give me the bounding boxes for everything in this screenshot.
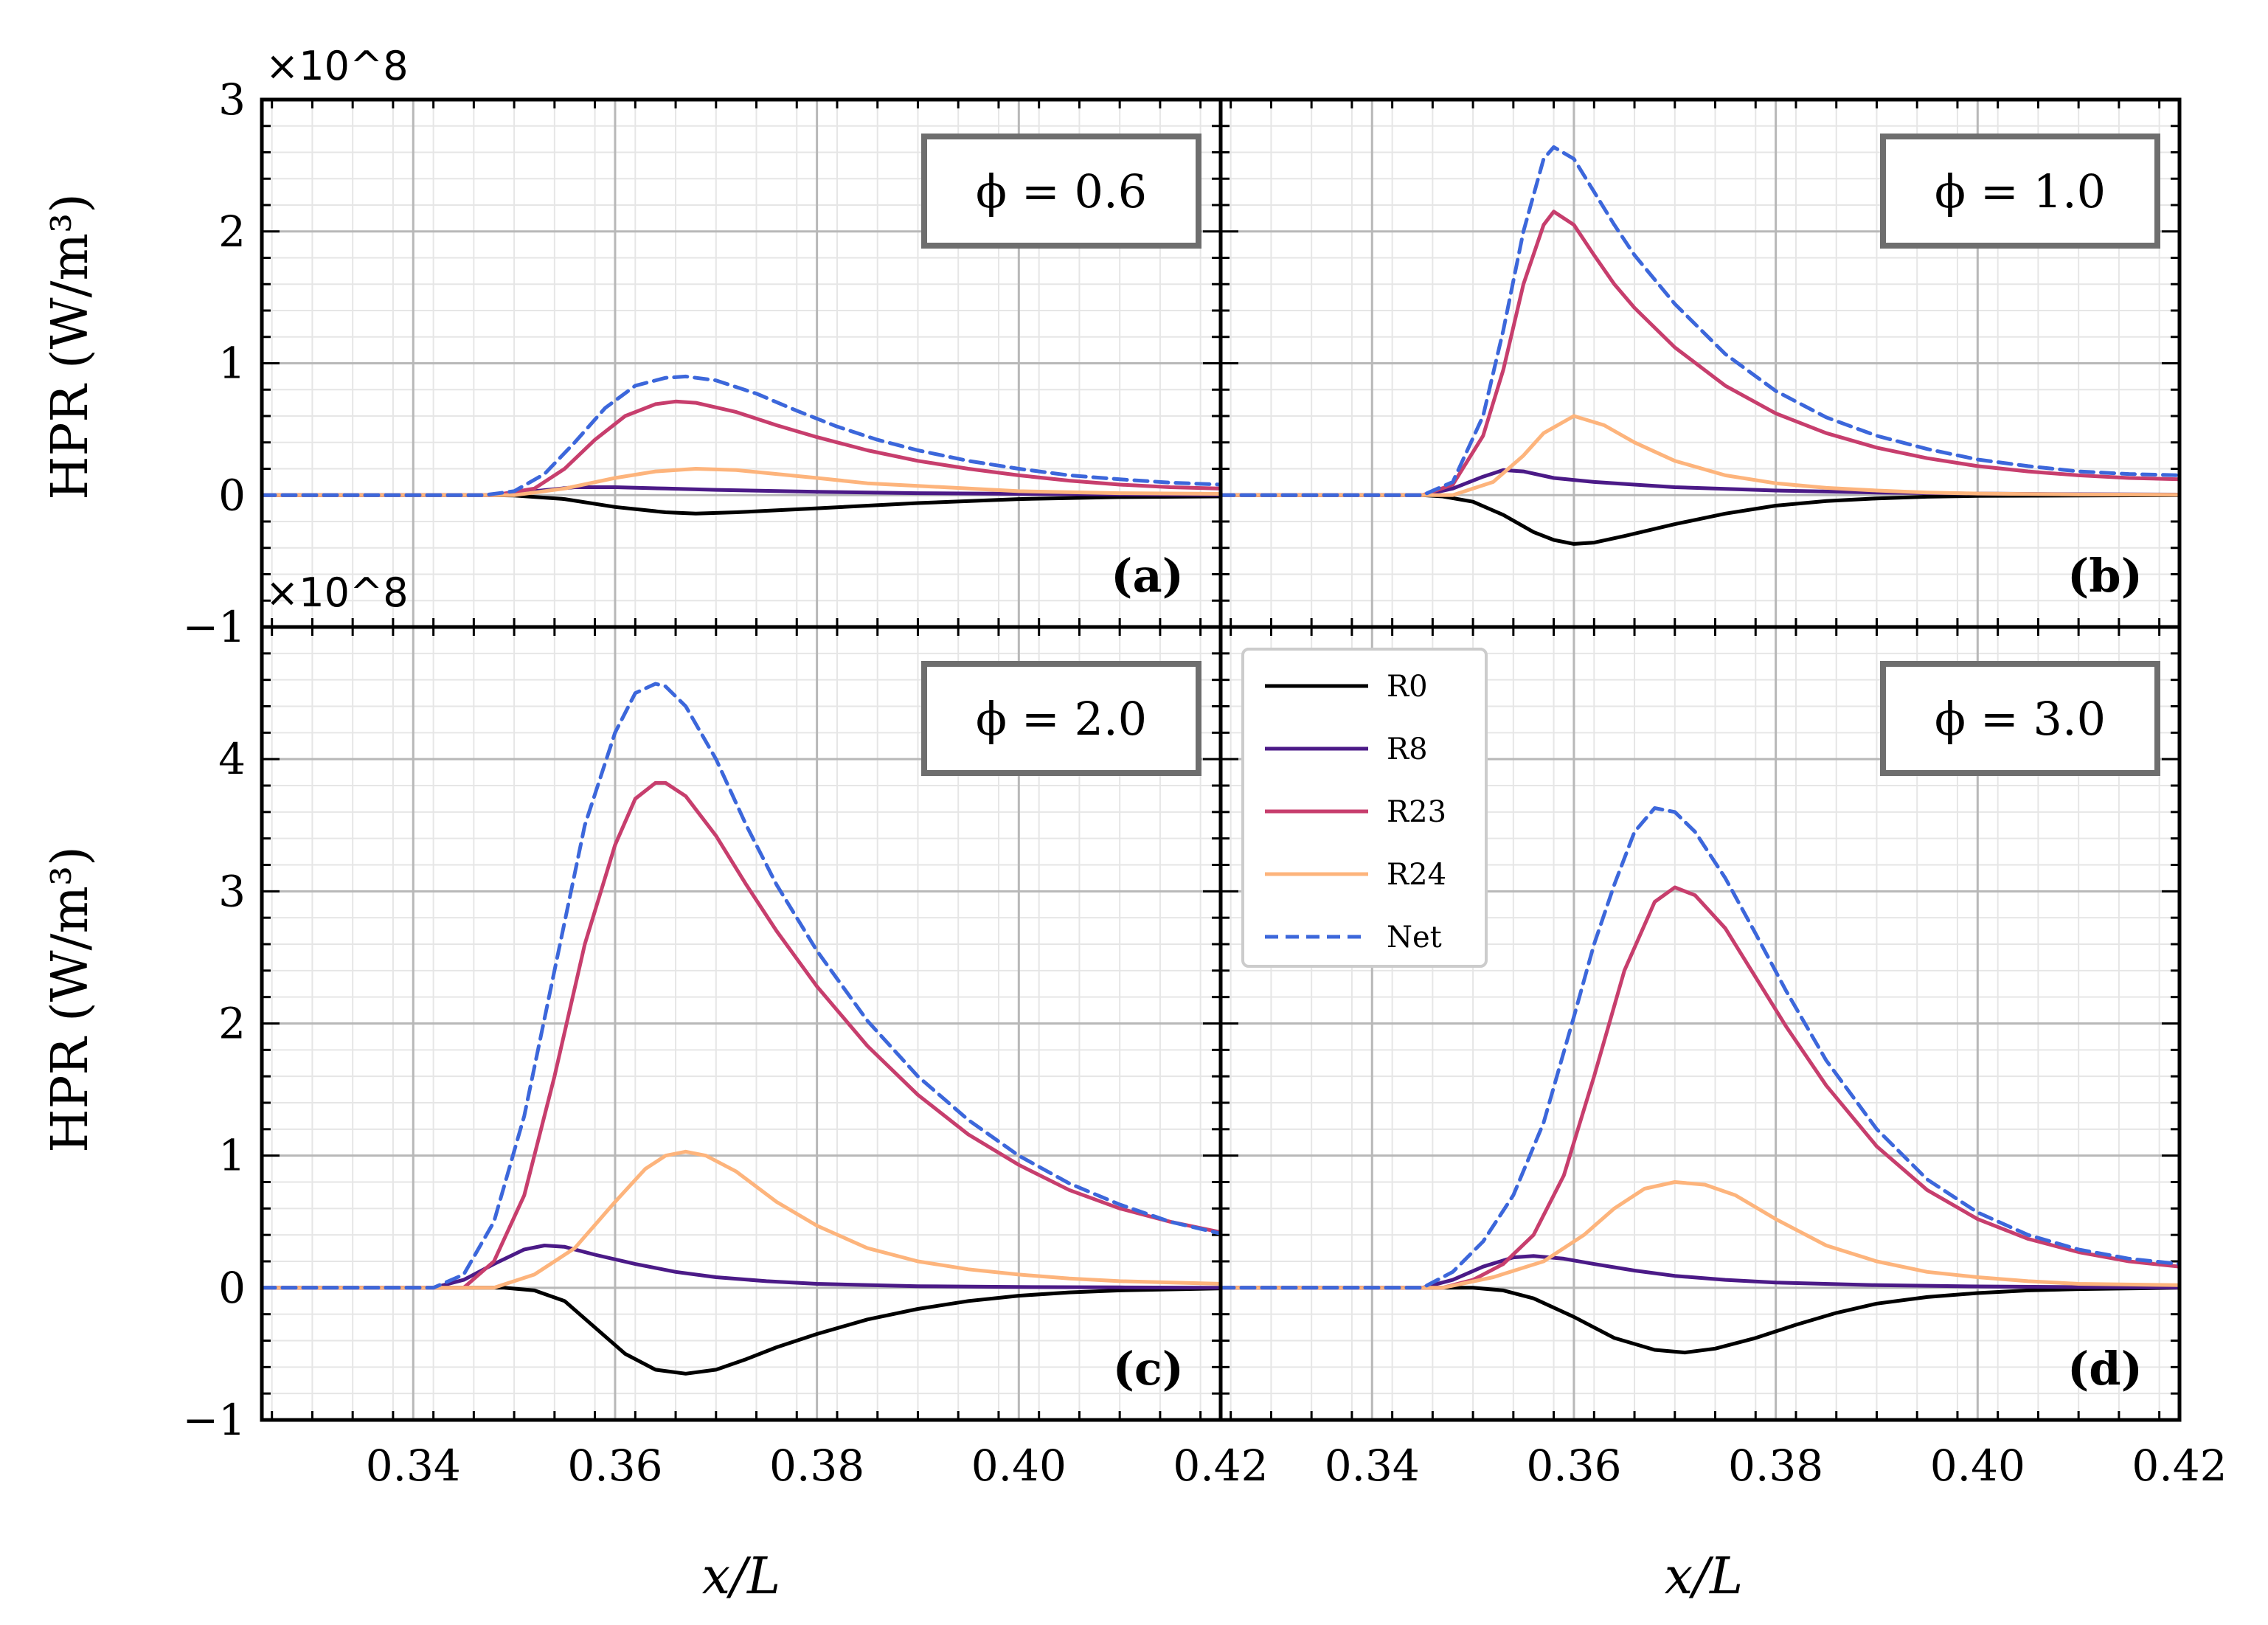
y-tick-label: 4 [218,734,246,784]
panel-label: (b) [2067,549,2143,603]
x-tick-label: 0.36 [1526,1441,1621,1491]
phi-label: ϕ = 3.0 [1935,692,2106,746]
x-tick-label: 0.40 [971,1441,1067,1491]
panel-c: −1 0 1 2 3 4 0.34 0.36 0.38 0.40 0.42 ϕ = 2.0 (c) [183,625,1269,1491]
legend-label-net: Net [1387,921,1442,954]
panel-b: ϕ = 1.0 (b) [1218,97,2182,629]
y-tick-label: 0 [218,1263,246,1313]
x-axis-label-right: x/L [1665,1548,1743,1606]
panel-label: (a) [1111,549,1184,603]
series-r8 [262,1244,1221,1290]
legend-label-r24: R24 [1387,858,1446,892]
phi-box [1880,134,2160,249]
legend-label-r8: R8 [1387,732,1428,766]
panel-label: (d) [2067,1342,2143,1396]
phi-box [921,134,1201,249]
panel-a: −1 0 1 2 3 ϕ = 0.6 (a) [183,75,1223,652]
series-r0 [1221,1286,2179,1355]
x-tick-label: 0.42 [1173,1441,1268,1491]
series-r24 [1221,1180,2179,1290]
legend: R0 R8 R23 R24 Net [1241,648,1488,968]
series-net [262,374,1221,497]
legend-label-r0: R0 [1387,670,1428,704]
x-tick-label: 0.36 [567,1441,662,1491]
y-tick-label: 1 [218,1131,246,1181]
legend-frame [1241,648,1488,968]
y-tick-label: 3 [218,75,246,125]
axes-frame [1218,625,2182,1422]
y-tick-label: 0 [218,470,246,520]
y-tick-label: 2 [218,207,246,257]
x-axis-label-left: x/L [702,1548,780,1606]
phi-label: ϕ = 2.0 [976,692,1147,746]
panel-label: (c) [1113,1342,1184,1396]
y-tick-label: −1 [183,602,246,652]
y-tick-label: 2 [218,999,246,1049]
y-tick-label: 1 [218,339,246,389]
series-net [1221,145,2179,497]
multiplier-bottom: ×10^8 [266,569,409,616]
series-r0 [262,1286,1221,1376]
y-tick-label: 3 [218,866,246,916]
x-tick-label: 0.34 [1325,1441,1420,1491]
series-r24 [262,467,1221,497]
phi-box [921,661,1201,776]
phi-box [1880,661,2160,776]
x-tick-label: 0.42 [2132,1441,2227,1491]
legend-label-r23: R23 [1387,795,1446,829]
series-r23 [1221,209,2179,497]
y-axis-label-bottom: HPR (W/m³) [41,846,100,1152]
series-group [262,374,1221,516]
series-group [262,682,1221,1376]
series-r23 [262,399,1221,497]
series-r23 [1221,885,2179,1290]
series-r24 [1221,414,2179,497]
series-r24 [262,1149,1221,1290]
multiplier-top: ×10^8 [266,43,409,89]
series-group [1221,806,2179,1355]
y-axis-label-top: HPR (W/m³) [41,193,100,499]
phi-label: ϕ = 1.0 [1935,164,2106,218]
phi-label: ϕ = 0.6 [976,164,1147,218]
series-net [1221,806,2179,1290]
x-tick-label: 0.40 [1930,1441,2025,1491]
figure-labels: HPR (W/m³) HPR (W/m³) x/L x/L ×10^8 ×10^… [41,43,1743,1606]
series-net [262,682,1221,1290]
x-tick-label: 0.38 [1728,1441,1823,1491]
series-r0 [1221,493,2179,546]
panel-d: 0.34 0.36 0.38 0.40 0.42 ϕ = 3.0 (d) [1218,625,2227,1491]
x-tick-label: 0.34 [366,1441,461,1491]
series-r23 [262,780,1221,1290]
y-tick-label: −1 [183,1395,246,1445]
x-tick-label: 0.38 [769,1441,864,1491]
series-r0 [262,493,1221,516]
series-group [1221,145,2179,546]
series-r8 [1221,1254,2179,1290]
